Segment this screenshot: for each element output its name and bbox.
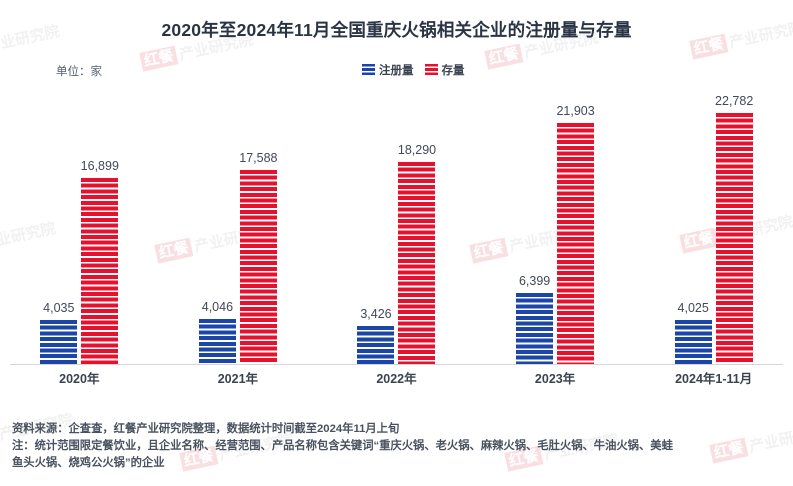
- bar[interactable]: [81, 178, 119, 364]
- bar-value-label: 21,903: [556, 104, 595, 118]
- chart-footer: 资料来源：企查查，红餐产业研究院整理，数据统计时间截至2024年11月上旬 注：…: [12, 421, 787, 472]
- bar[interactable]: [198, 319, 236, 364]
- bar-container: 6,399: [516, 90, 554, 364]
- bar-container: 22,782: [715, 90, 754, 364]
- bar[interactable]: [239, 170, 277, 364]
- bar[interactable]: [516, 293, 554, 364]
- x-axis-tick-label: 2021年: [217, 372, 259, 386]
- legend-label: 存量: [441, 65, 465, 77]
- x-axis-tick-label: 2020年: [59, 372, 100, 386]
- unit-label: 单位：家: [56, 66, 102, 78]
- bar-value-label: 22,782: [715, 94, 754, 108]
- chart-title: 2020年至2024年11月全国重庆火锅相关企业的注册量与存量: [161, 20, 632, 40]
- bar-container: 3,426: [357, 90, 395, 364]
- bar[interactable]: [398, 162, 436, 364]
- legend-item-stock[interactable]: 存量: [424, 62, 465, 78]
- legend-label: 注册量: [379, 65, 414, 77]
- bar-value-label: 4,035: [43, 301, 75, 315]
- bar[interactable]: [357, 326, 395, 364]
- x-axis-tick-label: 2024年1-11月: [675, 372, 753, 386]
- x-axis-line: [10, 364, 783, 365]
- bar[interactable]: [715, 113, 753, 364]
- bar-value-label: 4,025: [677, 301, 709, 315]
- footer-source: 资料来源：企查查，红餐产业研究院整理，数据统计时间截至2024年11月上旬: [12, 423, 400, 435]
- watermark-logo: 红餐: [484, 43, 524, 71]
- plot-area: 4,035 16,899 4,046 17,588 3,426 18,290 6,399 21…: [0, 90, 793, 365]
- bar[interactable]: [557, 123, 595, 364]
- bar-value-label: 6,399: [518, 274, 551, 288]
- legend-swatch-icon: [424, 64, 438, 76]
- footer-note-line2: 鱼头火锅、烧鸡公火锅”的企业: [12, 457, 165, 469]
- bar-value-label: 18,290: [397, 143, 437, 157]
- bar-container: 4,046: [198, 90, 236, 364]
- bar-container: 4,035: [40, 90, 78, 364]
- bar-group: 6,399 21,903: [476, 90, 635, 364]
- bar[interactable]: [674, 320, 712, 364]
- bar-container: 18,290: [397, 90, 437, 364]
- chart-legend: 注册量 存量: [362, 62, 465, 78]
- bar-group: 4,035 16,899: [0, 90, 159, 364]
- legend-swatch-icon: [362, 64, 375, 76]
- bar-container: 17,588: [239, 90, 278, 364]
- bar[interactable]: [40, 320, 78, 364]
- x-axis-tick-label: 2022年: [376, 372, 417, 386]
- x-axis-labels: 2020年 2021年 2022年 2023年 2024年1-11月: [0, 368, 793, 387]
- bar-value-label: 3,426: [360, 307, 392, 321]
- bar-value-label: 17,588: [239, 151, 278, 165]
- bar-value-label: 16,899: [80, 159, 119, 173]
- bar-container: 21,903: [556, 90, 595, 364]
- footer-note-line1: 注：统计范围限定餐饮业，且企业名称、经营范围、产品名称包含关键词“重庆火锅、老火…: [12, 440, 673, 452]
- bar-groups: 4,035 16,899 4,046 17,588 3,426 18,290 6,399 21…: [0, 90, 793, 364]
- bar-group: 4,046 17,588: [159, 90, 318, 364]
- bar-container: 16,899: [80, 90, 119, 364]
- bar-value-label: 4,046: [201, 300, 234, 314]
- legend-item-registrations[interactable]: 注册量: [362, 62, 414, 78]
- bar-group: 4,025 22,782: [634, 90, 793, 364]
- x-axis-tick-label: 2023年: [534, 372, 576, 386]
- bar-container: 4,025: [674, 90, 712, 364]
- watermark-logo: 红餐: [139, 45, 179, 73]
- bar-group: 3,426 18,290: [317, 90, 476, 364]
